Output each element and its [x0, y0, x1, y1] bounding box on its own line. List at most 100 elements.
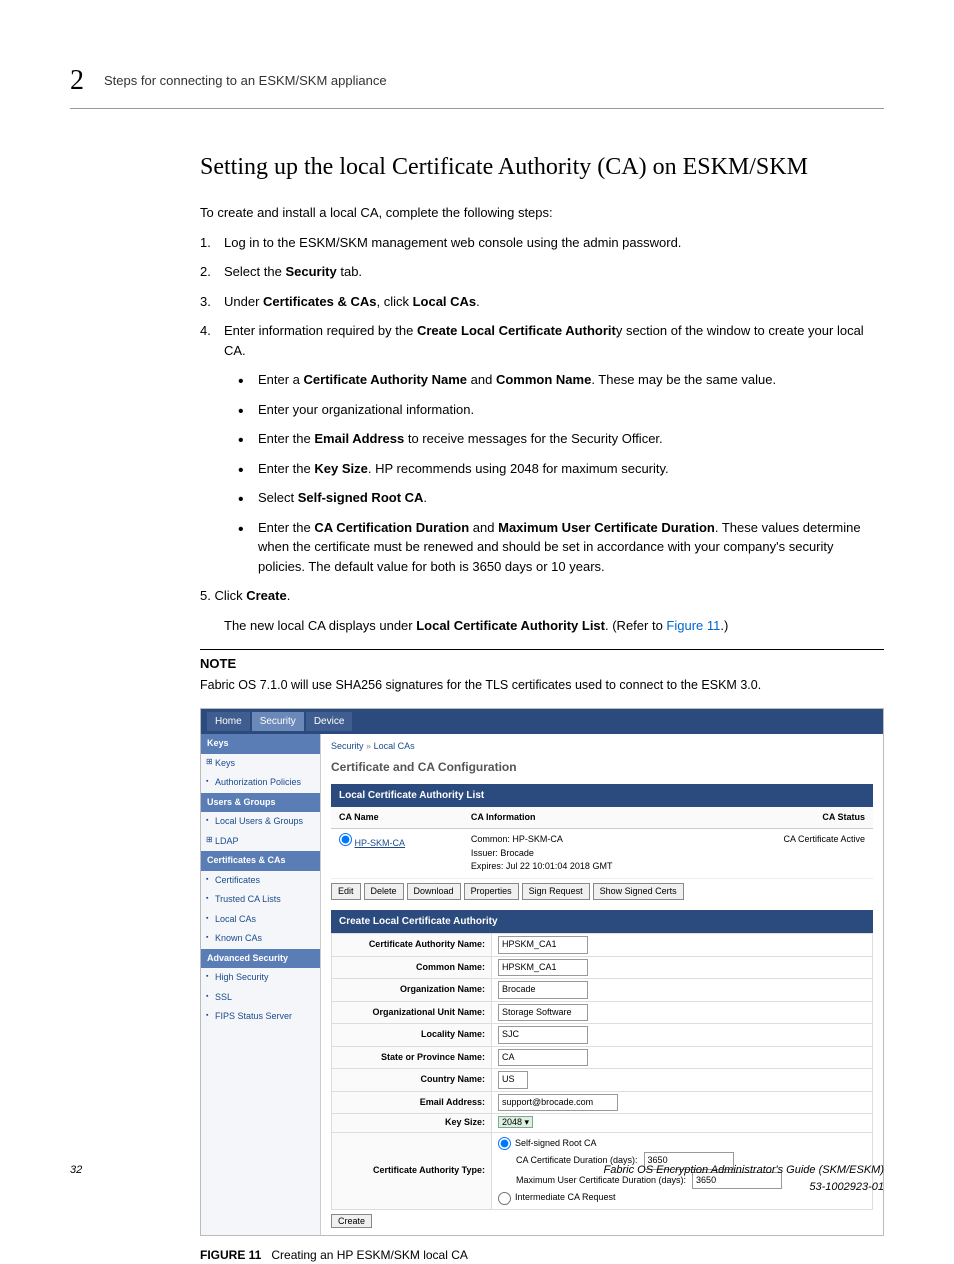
ca-name-link[interactable]: HP-SKM-CA: [355, 838, 406, 848]
radio1-label: Self-signed Root CA: [515, 1137, 597, 1151]
lbl-cn: Common Name:: [332, 956, 492, 979]
table-row: HP-SKM-CA Common: HP-SKM-CA Issuer: Broc…: [331, 829, 873, 879]
inp-oun[interactable]: Storage Software: [498, 1004, 588, 1022]
figure-caption: FIGURE 11 Creating an HP ESKM/SKM local …: [200, 1246, 884, 1264]
sub-f-b1: CA Certification Duration: [314, 520, 469, 535]
ca-info-expires: Expires: Jul 22 10:01:04 2018 GMT: [471, 860, 708, 874]
tab-security[interactable]: Security: [252, 712, 304, 731]
side-head-adv: Advanced Security: [201, 949, 320, 969]
side-item-fips[interactable]: FIPS Status Server: [201, 1007, 320, 1027]
create-button[interactable]: Create: [331, 1214, 372, 1228]
inp-cn[interactable]: HPSKM_CA1: [498, 959, 588, 977]
lbl-can: Certificate Authority Name:: [332, 934, 492, 957]
footer-docnum: 53-1002923-01: [809, 1181, 884, 1193]
screenshot-mock: Home Security Device Keys Keys Authoriza…: [200, 708, 884, 1236]
radio-selfsigned[interactable]: [498, 1137, 511, 1150]
side-item-certs[interactable]: Certificates: [201, 871, 320, 891]
step-4-sublist: Enter a Certificate Authority Name and C…: [238, 370, 884, 576]
figure-link[interactable]: Figure 11: [666, 618, 720, 633]
page-header: 2 Steps for connecting to an ESKM/SKM ap…: [70, 60, 884, 109]
download-button[interactable]: Download: [407, 883, 461, 901]
inp-ln[interactable]: SJC: [498, 1026, 588, 1044]
intro-text: To create and install a local CA, comple…: [200, 203, 884, 223]
delete-button[interactable]: Delete: [364, 883, 404, 901]
step-5-sub: The new local CA displays under Local Ce…: [224, 616, 884, 636]
side-item-ldap[interactable]: LDAP: [201, 832, 320, 852]
step-5-post: .: [287, 588, 291, 603]
tab-device[interactable]: Device: [306, 712, 353, 731]
step-5-pre: 5. Click: [200, 588, 246, 603]
lbl-cntry: Country Name:: [332, 1069, 492, 1092]
mock-tabs: Home Security Device: [201, 709, 883, 734]
side-head-users: Users & Groups: [201, 793, 320, 813]
sub-f-mid: and: [469, 520, 498, 535]
inp-on[interactable]: Brocade: [498, 981, 588, 999]
inp-email[interactable]: support@brocade.com: [498, 1094, 618, 1112]
step-3-post: .: [476, 294, 480, 309]
page-footer: 32 Fabric OS Encryption Administrator's …: [70, 1162, 884, 1195]
step-2-bold: Security: [285, 264, 336, 279]
inp-spn[interactable]: CA: [498, 1049, 588, 1067]
note-label: NOTE: [200, 654, 884, 674]
step-5-bold: Create: [246, 588, 286, 603]
sub-c: Enter the Email Address to receive messa…: [238, 429, 884, 449]
step-5-sub-post: .): [720, 618, 728, 633]
sub-d: Enter the Key Size. HP recommends using …: [238, 459, 884, 479]
step-1: Log in to the ESKM/SKM management web co…: [200, 233, 884, 253]
panel1-head: Local Certificate Authority List: [331, 784, 873, 807]
step-5-sub-bold: Local Certificate Authority List: [416, 618, 605, 633]
side-item-auth[interactable]: Authorization Policies: [201, 773, 320, 793]
sub-e-bold: Self-signed Root CA: [298, 490, 424, 505]
sub-a-b1: Certificate Authority Name: [304, 372, 468, 387]
step-3: Under Certificates & CAs, click Local CA…: [200, 292, 884, 312]
side-item-trusted[interactable]: Trusted CA Lists: [201, 890, 320, 910]
step-5-sub-pre: The new local CA displays under: [224, 618, 416, 633]
step-5: 5. Click Create.: [200, 586, 884, 606]
step-5-sub-mid: . (Refer to: [605, 618, 666, 633]
sign-request-button[interactable]: Sign Request: [522, 883, 590, 901]
tab-home[interactable]: Home: [207, 712, 250, 731]
row-radio[interactable]: [339, 833, 352, 846]
edit-button[interactable]: Edit: [331, 883, 361, 901]
sub-c-post: to receive messages for the Security Off…: [404, 431, 662, 446]
step-2: Select the Security tab.: [200, 262, 884, 282]
side-item-ssl[interactable]: SSL: [201, 988, 320, 1008]
sub-a-pre: Enter a: [258, 372, 304, 387]
inp-key[interactable]: 2048 ▾: [498, 1116, 533, 1128]
step-3-mid: , click: [376, 294, 412, 309]
th-status: CA Status: [716, 807, 873, 829]
step-3-b1: Certificates & CAs: [263, 294, 376, 309]
section-title: Setting up the local Certificate Authori…: [200, 149, 884, 185]
lbl-email: Email Address:: [332, 1091, 492, 1114]
sub-d-bold: Key Size: [314, 461, 367, 476]
sub-d-post: . HP recommends using 2048 for maximum s…: [368, 461, 669, 476]
crumb-a[interactable]: Security: [331, 741, 364, 751]
side-item-keys[interactable]: Keys: [201, 754, 320, 774]
step-2-pre: Select the: [224, 264, 285, 279]
sub-c-bold: Email Address: [314, 431, 404, 446]
side-item-known[interactable]: Known CAs: [201, 929, 320, 949]
lbl-ln: Locality Name:: [332, 1024, 492, 1047]
step-1-text: Log in to the ESKM/SKM management web co…: [224, 235, 681, 250]
side-item-localusers[interactable]: Local Users & Groups: [201, 812, 320, 832]
crumb-sep: »: [366, 741, 371, 751]
header-breadcrumb: Steps for connecting to an ESKM/SKM appl…: [104, 71, 387, 91]
mock-sidebar: Keys Keys Authorization Policies Users &…: [201, 734, 321, 1235]
inp-can[interactable]: HPSKM_CA1: [498, 936, 588, 954]
sub-c-pre: Enter the: [258, 431, 314, 446]
side-item-high[interactable]: High Security: [201, 968, 320, 988]
sub-a-mid: and: [467, 372, 496, 387]
side-item-localcas[interactable]: Local CAs: [201, 910, 320, 930]
sub-b: Enter your organizational information.: [238, 400, 884, 420]
th-info: CA Information: [463, 807, 716, 829]
conf-title: Certificate and CA Configuration: [331, 758, 873, 776]
inp-cntry[interactable]: US: [498, 1071, 528, 1089]
button-row: Edit Delete Download Properties Sign Req…: [331, 883, 873, 901]
panel2-head: Create Local Certificate Authority: [331, 910, 873, 933]
note-rule: [200, 649, 884, 650]
sub-a-post: . These may be the same value.: [591, 372, 776, 387]
lbl-oun: Organizational Unit Name:: [332, 1001, 492, 1024]
crumb-b: Local CAs: [374, 741, 415, 751]
show-signed-button[interactable]: Show Signed Certs: [593, 883, 684, 901]
properties-button[interactable]: Properties: [464, 883, 519, 901]
